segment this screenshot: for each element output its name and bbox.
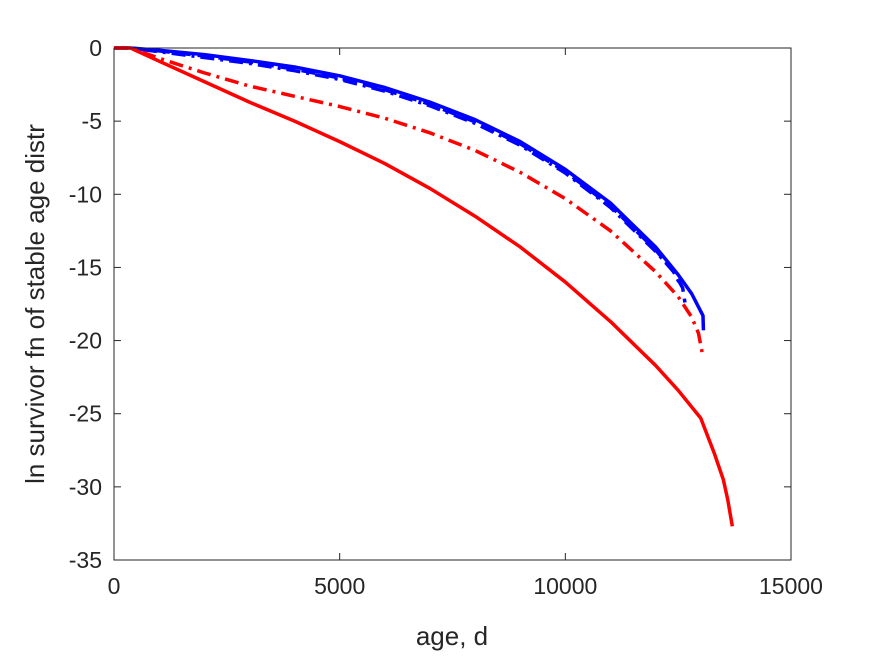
y-tick-label: -25 <box>69 401 102 427</box>
x-tick-label: 5000 <box>314 573 365 599</box>
axes-box <box>113 47 792 561</box>
y-tick-label: -35 <box>69 547 102 573</box>
x-axis-label: age, d <box>416 621 488 651</box>
series-layer <box>114 46 735 527</box>
y-tick-label: 0 <box>89 35 102 61</box>
series-line-5 <box>114 46 735 527</box>
y-tick-label: -5 <box>82 108 102 134</box>
y-axis-label: ln survivor fn of stable age distr <box>20 124 50 484</box>
series-line-4 <box>114 46 704 353</box>
tick-layer: 0 5000 10000 15000 0 -5 -10 -15 -20 -25 -30 -35 <box>69 35 823 599</box>
plot-area <box>114 48 791 560</box>
y-tick-label: -10 <box>69 181 102 207</box>
y-tick-label: -20 <box>69 328 102 354</box>
y-tick-label: -15 <box>69 254 102 280</box>
x-tick-label: 15000 <box>759 573 823 599</box>
series-line-3 <box>114 46 682 286</box>
x-tick-label: 10000 <box>533 573 597 599</box>
x-tick-label: 0 <box>108 573 121 599</box>
y-tick-label: -30 <box>69 474 102 500</box>
